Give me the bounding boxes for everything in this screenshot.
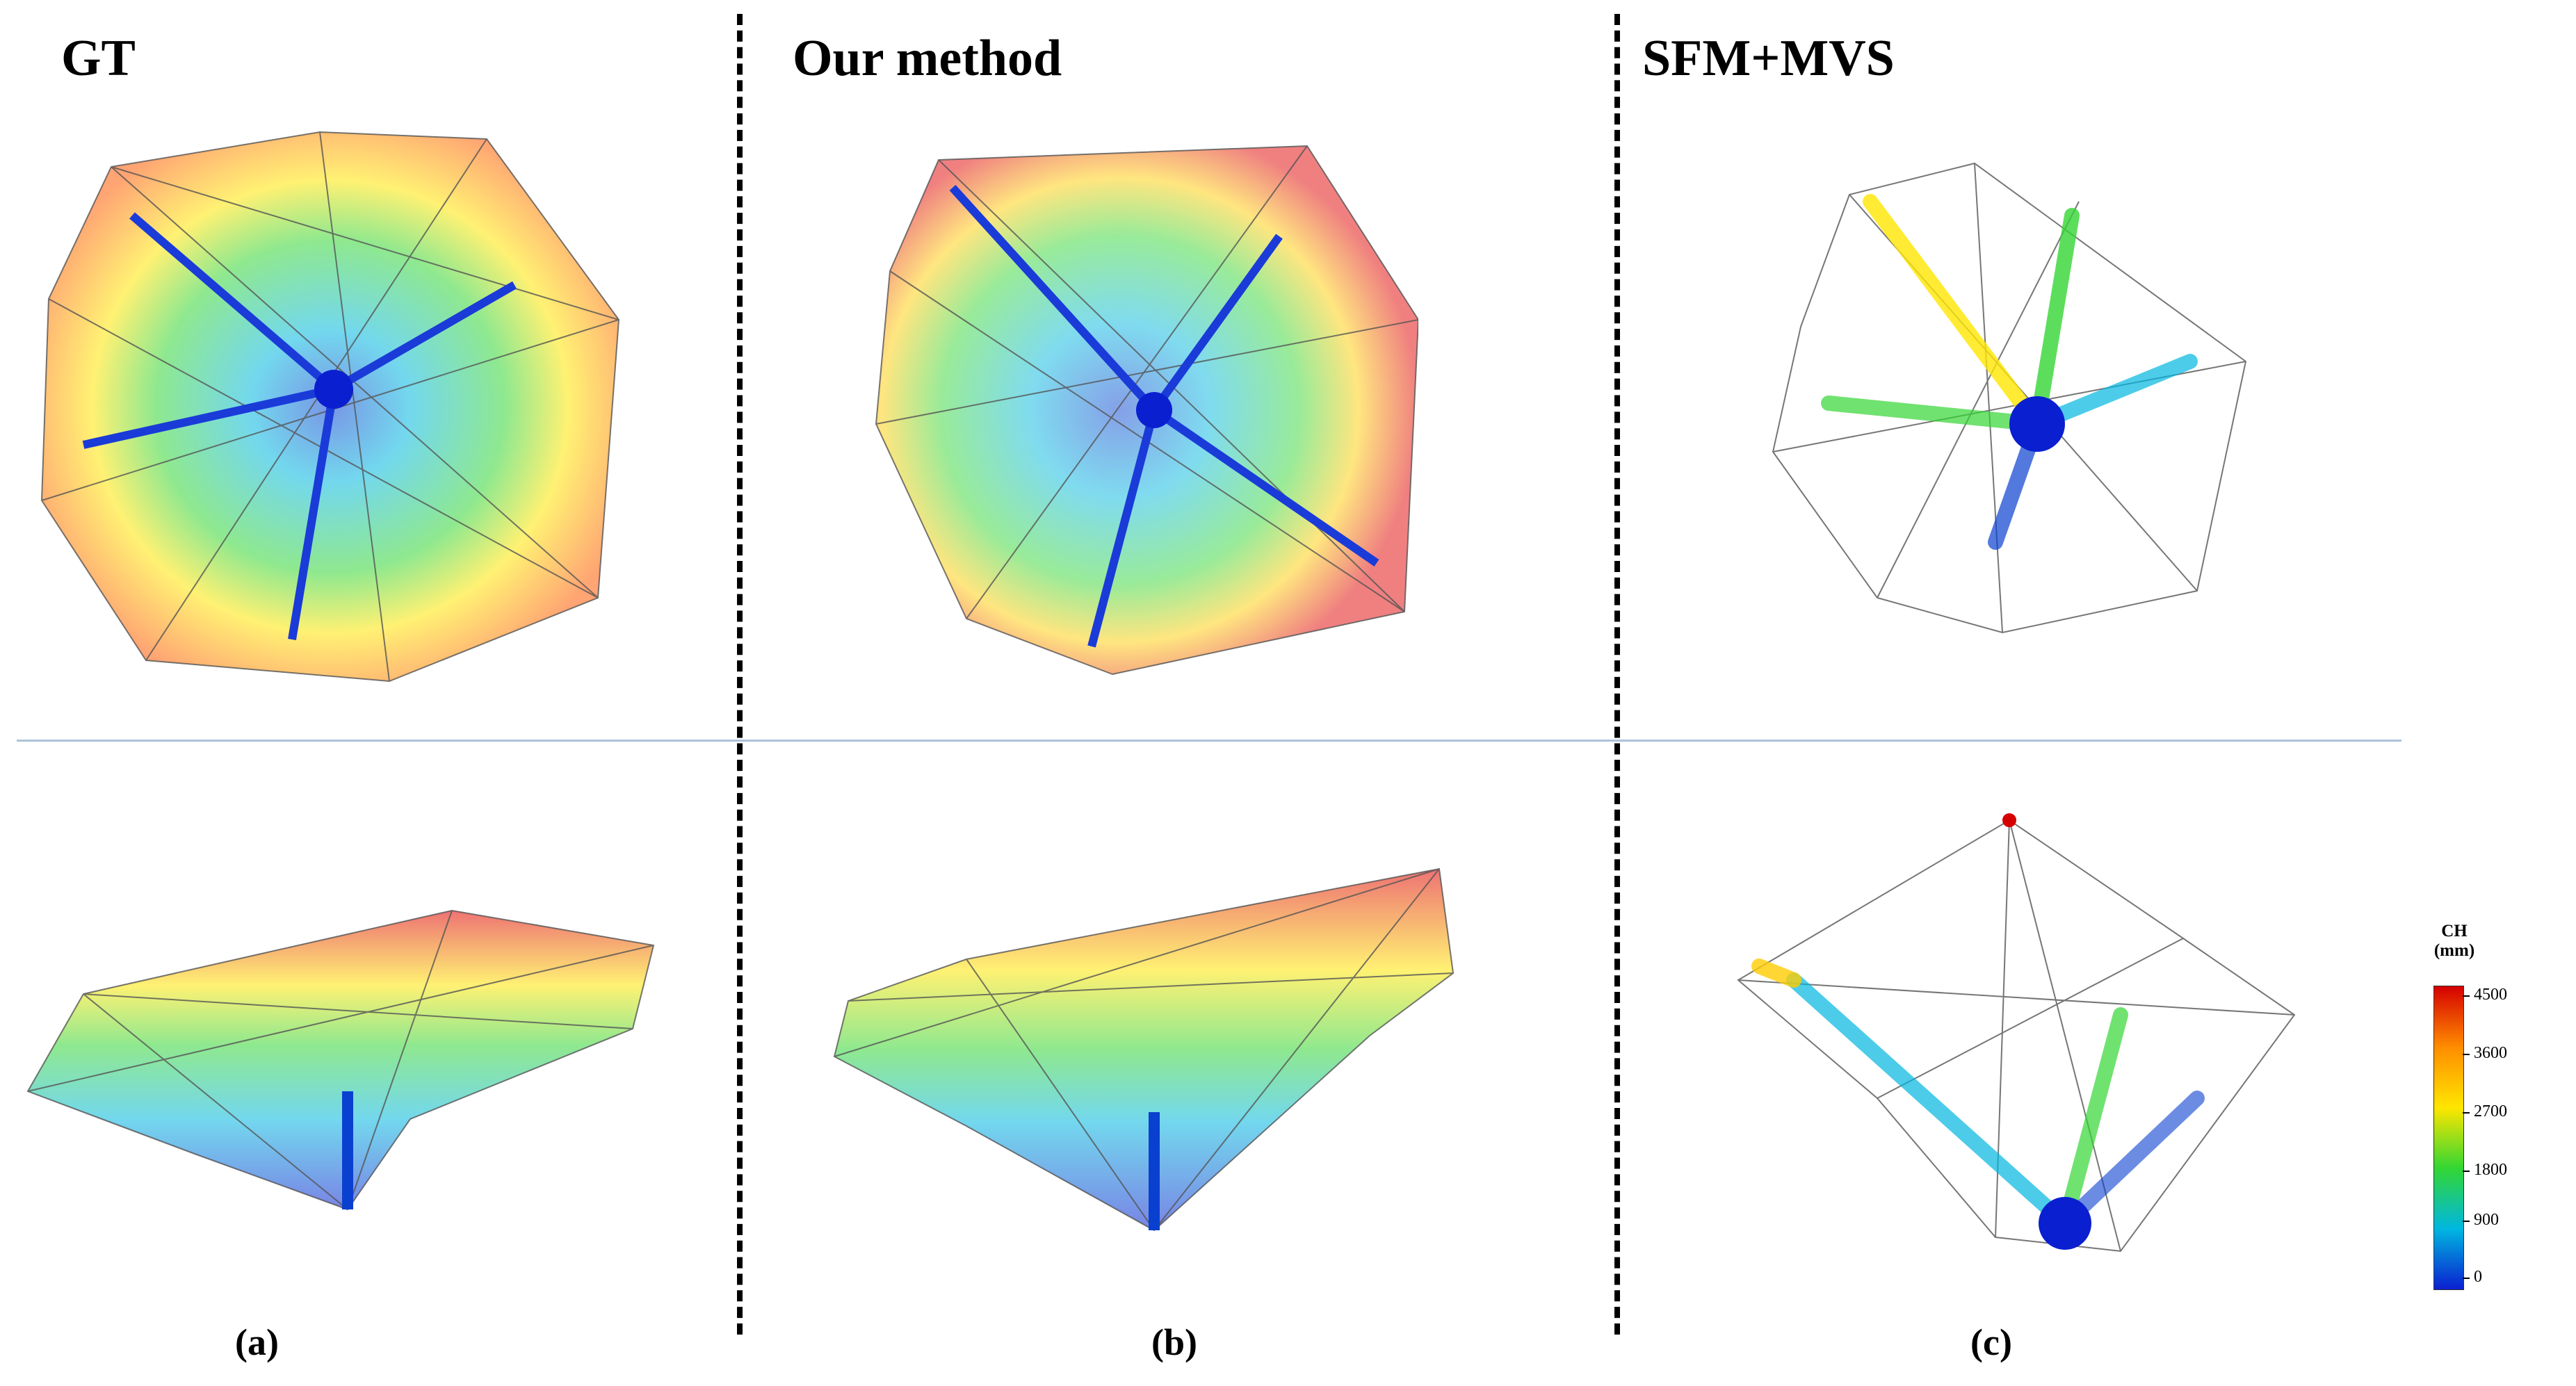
caption-a: (a) bbox=[235, 1321, 279, 1363]
sfm-side-view bbox=[1737, 813, 2296, 1253]
colorbar-title: CH (mm) bbox=[2420, 922, 2489, 961]
title-gt: GT bbox=[61, 30, 136, 87]
caption-b: (b) bbox=[1151, 1321, 1197, 1363]
title-sfm-mvs: SFM+MVS bbox=[1642, 30, 1895, 87]
colorbar-tick-4500: 4500 bbox=[2474, 986, 2507, 1004]
colorbar-tick-900: 900 bbox=[2474, 1211, 2499, 1229]
colorbar-tick-1800: 1800 bbox=[2474, 1161, 2507, 1179]
colorbar bbox=[2433, 986, 2464, 1290]
colorbar-tick-3600: 3600 bbox=[2474, 1044, 2507, 1062]
divider-horizontal bbox=[17, 740, 2401, 742]
colorbar-title-line1: CH bbox=[2441, 922, 2468, 940]
ours-side-view bbox=[833, 867, 1455, 1232]
caption-c: (c) bbox=[1970, 1321, 2012, 1363]
divider-left bbox=[737, 14, 743, 1335]
colorbar-title-line2: (mm) bbox=[2433, 941, 2475, 960]
divider-right bbox=[1614, 14, 1620, 1335]
gt-side-view bbox=[26, 909, 655, 1211]
sfm-top-view bbox=[1772, 162, 2247, 634]
ours-top-view bbox=[875, 145, 1418, 676]
colorbar-tick-0: 0 bbox=[2474, 1268, 2482, 1286]
title-our-method: Our method bbox=[793, 30, 1062, 87]
gt-top-view bbox=[40, 131, 620, 683]
colorbar-tick-2700: 2700 bbox=[2474, 1102, 2507, 1120]
